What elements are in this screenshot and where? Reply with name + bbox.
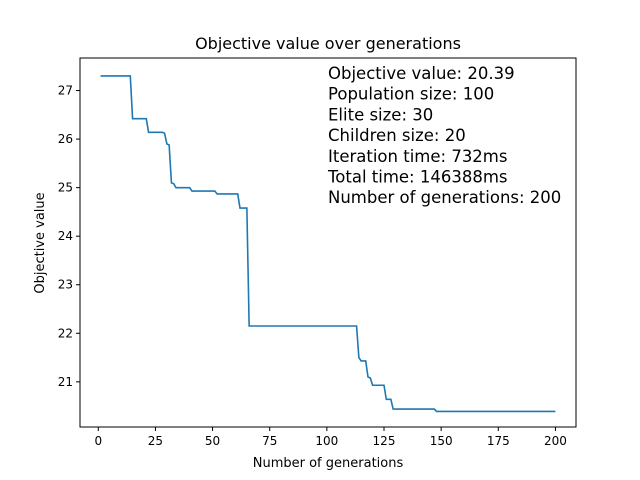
annotation-line: Elite size: 30 (328, 105, 433, 124)
y-tick-label: 24 (58, 229, 73, 243)
x-axis-label: Number of generations (253, 456, 404, 471)
series-line (100, 75, 556, 413)
y-tick-label: 25 (58, 181, 73, 195)
y-tick-label: 23 (58, 278, 73, 292)
chart-title: Objective value over generations (195, 34, 461, 53)
x-tick-label: 100 (315, 434, 338, 448)
annotation-line: Population size: 100 (328, 85, 494, 104)
annotation-line: Iteration time: 732ms (328, 147, 507, 166)
y-tick-label: 21 (58, 375, 73, 389)
y-axis-label: Objective value (33, 192, 48, 293)
y-tick-label: 22 (58, 326, 73, 340)
x-tick-label: 0 (94, 434, 102, 448)
x-tick-label: 150 (430, 434, 453, 448)
x-tick-label: 175 (487, 434, 510, 448)
x-axis: 0 25 50 75 100 125 150 175 200 (94, 427, 567, 448)
annotation-line: Objective value: 20.39 (328, 64, 515, 83)
x-tick-label: 50 (205, 434, 220, 448)
x-tick-label: 125 (373, 434, 396, 448)
x-tick-label: 25 (148, 434, 163, 448)
annotation-box: Objective value: 20.39 Population size: 1… (327, 64, 561, 207)
x-tick-label: 200 (544, 434, 567, 448)
y-tick-label: 27 (58, 84, 73, 98)
annotation-line: Total time: 146388ms (327, 168, 508, 187)
plot-area (79, 57, 577, 428)
series-layer (100, 75, 556, 413)
y-axis: 21 22 23 24 25 26 27 (58, 84, 80, 389)
y-tick-label: 26 (58, 132, 73, 146)
x-tick-label: 75 (262, 434, 277, 448)
annotation-line: Number of generations: 200 (328, 188, 561, 207)
annotation-line: Children size: 20 (328, 126, 466, 145)
